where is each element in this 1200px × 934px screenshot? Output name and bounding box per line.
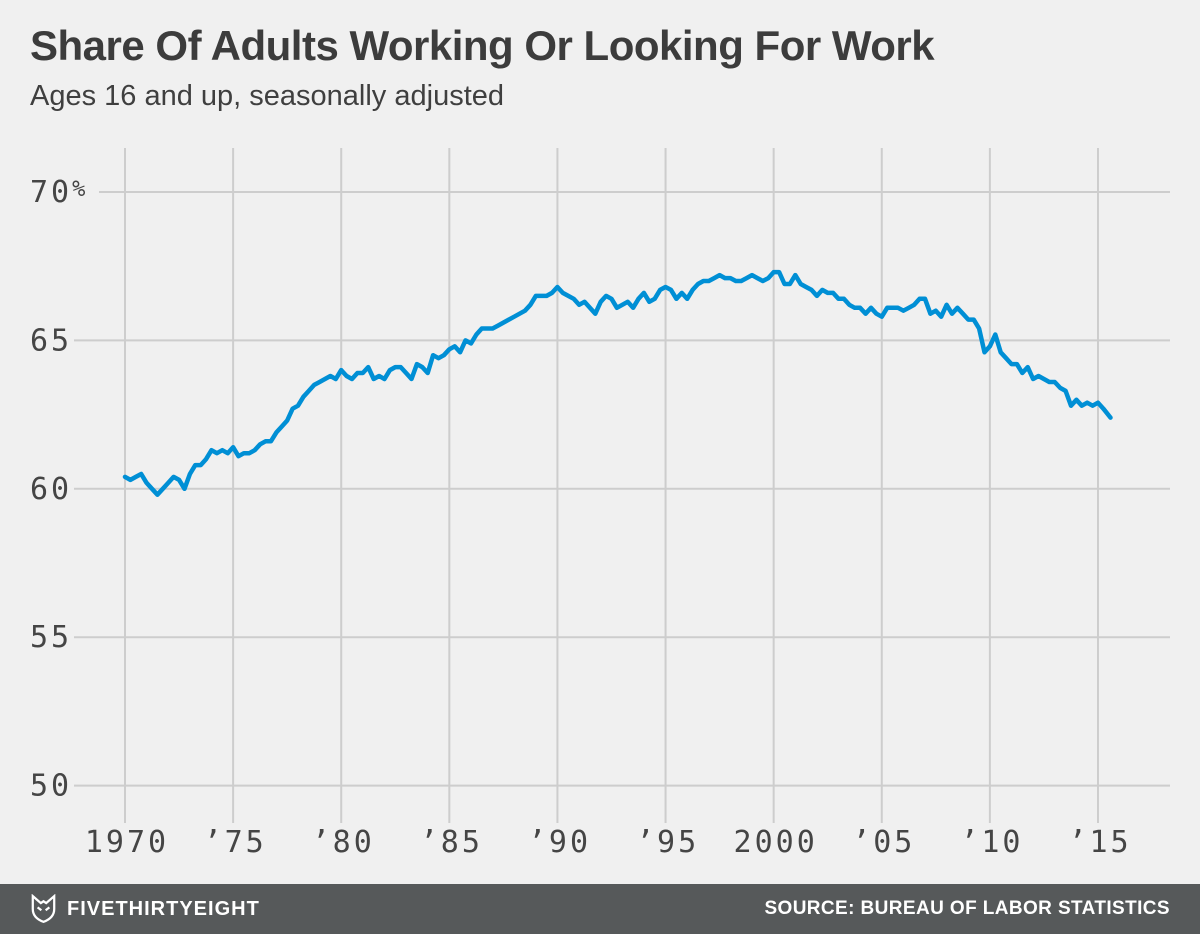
page-title: Share Of Adults Working Or Looking For W… [30,22,935,69]
line-chart: 70% 65 60 55 50 1970 ’75 ’80 ’85 ’90 ’95 2000 ’05 ’10… [30,148,1170,860]
fox-logo-icon [30,894,57,924]
brand-name: FIVETHIRTYEIGHT [67,897,260,920]
y-tick-label: 70% [30,175,85,210]
x-tick-label: ’05 [852,825,915,860]
data-line [122,269,1113,497]
source-credit: SOURCE: BUREAU OF LABOR STATISTICS [764,898,1170,919]
x-tick-label: 1970 [85,825,169,860]
y-tick-label: 65 [30,323,72,358]
x-tick-label: 2000 [734,825,818,860]
x-tick-label: ’15 [1068,825,1131,860]
y-tick-label: 60 [30,472,72,507]
x-tick-label: ’75 [204,825,267,860]
x-tick-label: ’80 [312,825,375,860]
y-tick-label: 50 [30,769,72,804]
x-tick-label: ’90 [528,825,591,860]
x-tick-label: ’85 [420,825,483,860]
y-tick-label: 55 [30,620,72,655]
footer-bar: FIVETHIRTYEIGHT SOURCE: BUREAU OF LABOR … [0,884,1200,934]
x-tick-label: ’95 [636,825,699,860]
x-tick-label: ’10 [960,825,1023,860]
brand: FIVETHIRTYEIGHT [30,894,260,924]
chart-subtitle: Ages 16 and up, seasonally adjusted [30,80,505,112]
